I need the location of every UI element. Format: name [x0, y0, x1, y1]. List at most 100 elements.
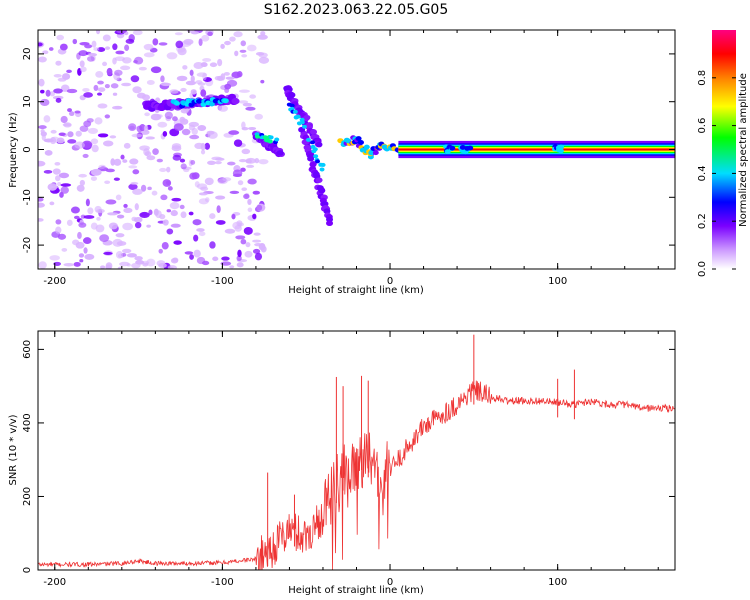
- heatmap-cell: [97, 103, 108, 109]
- heatmap-cell: [155, 97, 160, 102]
- heatmap-cell: [212, 256, 219, 262]
- heatmap-cell: [45, 89, 51, 97]
- heatmap-cell: [215, 195, 226, 200]
- heatmap-cell: [87, 56, 95, 62]
- heatmap-cell: [253, 232, 261, 236]
- heatmap-cell: [146, 155, 156, 161]
- heatmap-cell: [170, 223, 181, 228]
- heatmap-cell: [209, 213, 216, 220]
- heatmap-cell: [78, 222, 87, 228]
- heatmap-cell: [110, 83, 119, 89]
- heatmap-cell: [102, 140, 114, 147]
- heatmap-cell: [198, 38, 203, 46]
- heatmap-cell: [103, 251, 113, 255]
- heatmap-cell: [179, 204, 185, 210]
- heatmap-cell: [90, 138, 99, 145]
- heatmap-cell: [323, 208, 331, 215]
- heatmap-cell: [245, 242, 251, 248]
- spectrogram-heatmap: [38, 30, 675, 269]
- heatmap-cell: [315, 141, 323, 148]
- heatmap-cell: [245, 157, 257, 164]
- heatmap-cell: [55, 97, 62, 103]
- heatmap-cell: [224, 40, 231, 46]
- heatmap-cell: [207, 160, 216, 166]
- heatmap-cell: [310, 129, 318, 135]
- heatmap-cell: [268, 135, 274, 140]
- heatmap-cell: [239, 49, 247, 53]
- heatmap-cell: [38, 218, 44, 222]
- heatmap-cell: [131, 133, 143, 138]
- heatmap-cell: [244, 250, 253, 258]
- heatmap-cell: [58, 132, 66, 137]
- heatmap-cell: [146, 80, 155, 86]
- heatmap-cell: [70, 206, 80, 214]
- heatmap-cell: [151, 190, 158, 196]
- heatmap-cell: [236, 255, 242, 262]
- heatmap-cell: [123, 203, 128, 208]
- heatmap-cell: [208, 101, 215, 107]
- heatmap-cell: [83, 247, 88, 254]
- heatmap-cell: [83, 237, 92, 245]
- snr-line-layer: [38, 334, 675, 570]
- heatmap-cell: [72, 38, 78, 45]
- heatmap-cell: [115, 250, 124, 259]
- heatmap-cell: [232, 169, 243, 177]
- heatmap-cell: [162, 131, 168, 137]
- heatmap-cell: [172, 257, 179, 263]
- heatmap-cell: [206, 130, 215, 135]
- heatmap-cell: [467, 145, 474, 151]
- heatmap-cell: [236, 71, 243, 78]
- heatmap-cell: [97, 47, 106, 52]
- heatmap-cell: [121, 248, 132, 254]
- heatmap-cell: [161, 241, 169, 250]
- heatmap-cell: [202, 58, 212, 62]
- heatmap-cell: [134, 256, 143, 261]
- heatmap-cell: [172, 116, 178, 122]
- heatmap-cell: [200, 186, 209, 191]
- heatmap-cell: [196, 256, 206, 265]
- heatmap-cell: [123, 207, 133, 214]
- heatmap-cell: [195, 98, 202, 104]
- heatmap-cell: [114, 56, 126, 62]
- heatmap-cell: [111, 105, 123, 110]
- heatmap-cell: [143, 43, 154, 51]
- heatmap-cell: [301, 124, 307, 129]
- heatmap-cell: [66, 88, 78, 94]
- heatmap-cell: [238, 89, 250, 93]
- heatmap-cell: [158, 42, 168, 46]
- heatmap-cell: [249, 94, 257, 99]
- heatmap-cell: [113, 177, 120, 181]
- heatmap-cell: [55, 175, 61, 182]
- heatmap-cell: [198, 198, 209, 205]
- heatmap-cell: [97, 80, 104, 85]
- heatmap-cell: [59, 43, 68, 51]
- heatmap-cell: [122, 159, 128, 163]
- heatmap-cell: [171, 145, 182, 152]
- y-tick-label: -10: [22, 189, 33, 205]
- heatmap-cell: [72, 239, 80, 246]
- heatmap-cell: [171, 197, 182, 202]
- heatmap-cell: [315, 159, 321, 164]
- heatmap-cell: [104, 114, 111, 119]
- heatmap-cell: [113, 158, 122, 166]
- heatmap-cell: [139, 145, 150, 151]
- heatmap-cell: [156, 158, 164, 163]
- heatmap-cell: [258, 56, 270, 64]
- heatmap-cell: [248, 126, 257, 131]
- heatmap-cell: [313, 154, 319, 159]
- heatmap-cell: [227, 161, 236, 166]
- heatmap-cell: [173, 100, 180, 106]
- heatmap-cell: [157, 121, 168, 128]
- heatmap-cell: [160, 75, 165, 83]
- heatmap-cell: [84, 253, 95, 260]
- heatmap-cell: [152, 148, 159, 155]
- heatmap-cell: [223, 71, 230, 76]
- colorbar-label: Normalized spectral amplitude: [738, 73, 749, 227]
- heatmap-cell: [200, 89, 207, 97]
- heatmap-cell: [240, 238, 247, 245]
- heatmap-cell: [67, 108, 72, 113]
- heatmap-cell: [136, 125, 143, 133]
- heatmap-cell: [83, 92, 93, 98]
- heatmap-cell: [449, 145, 456, 151]
